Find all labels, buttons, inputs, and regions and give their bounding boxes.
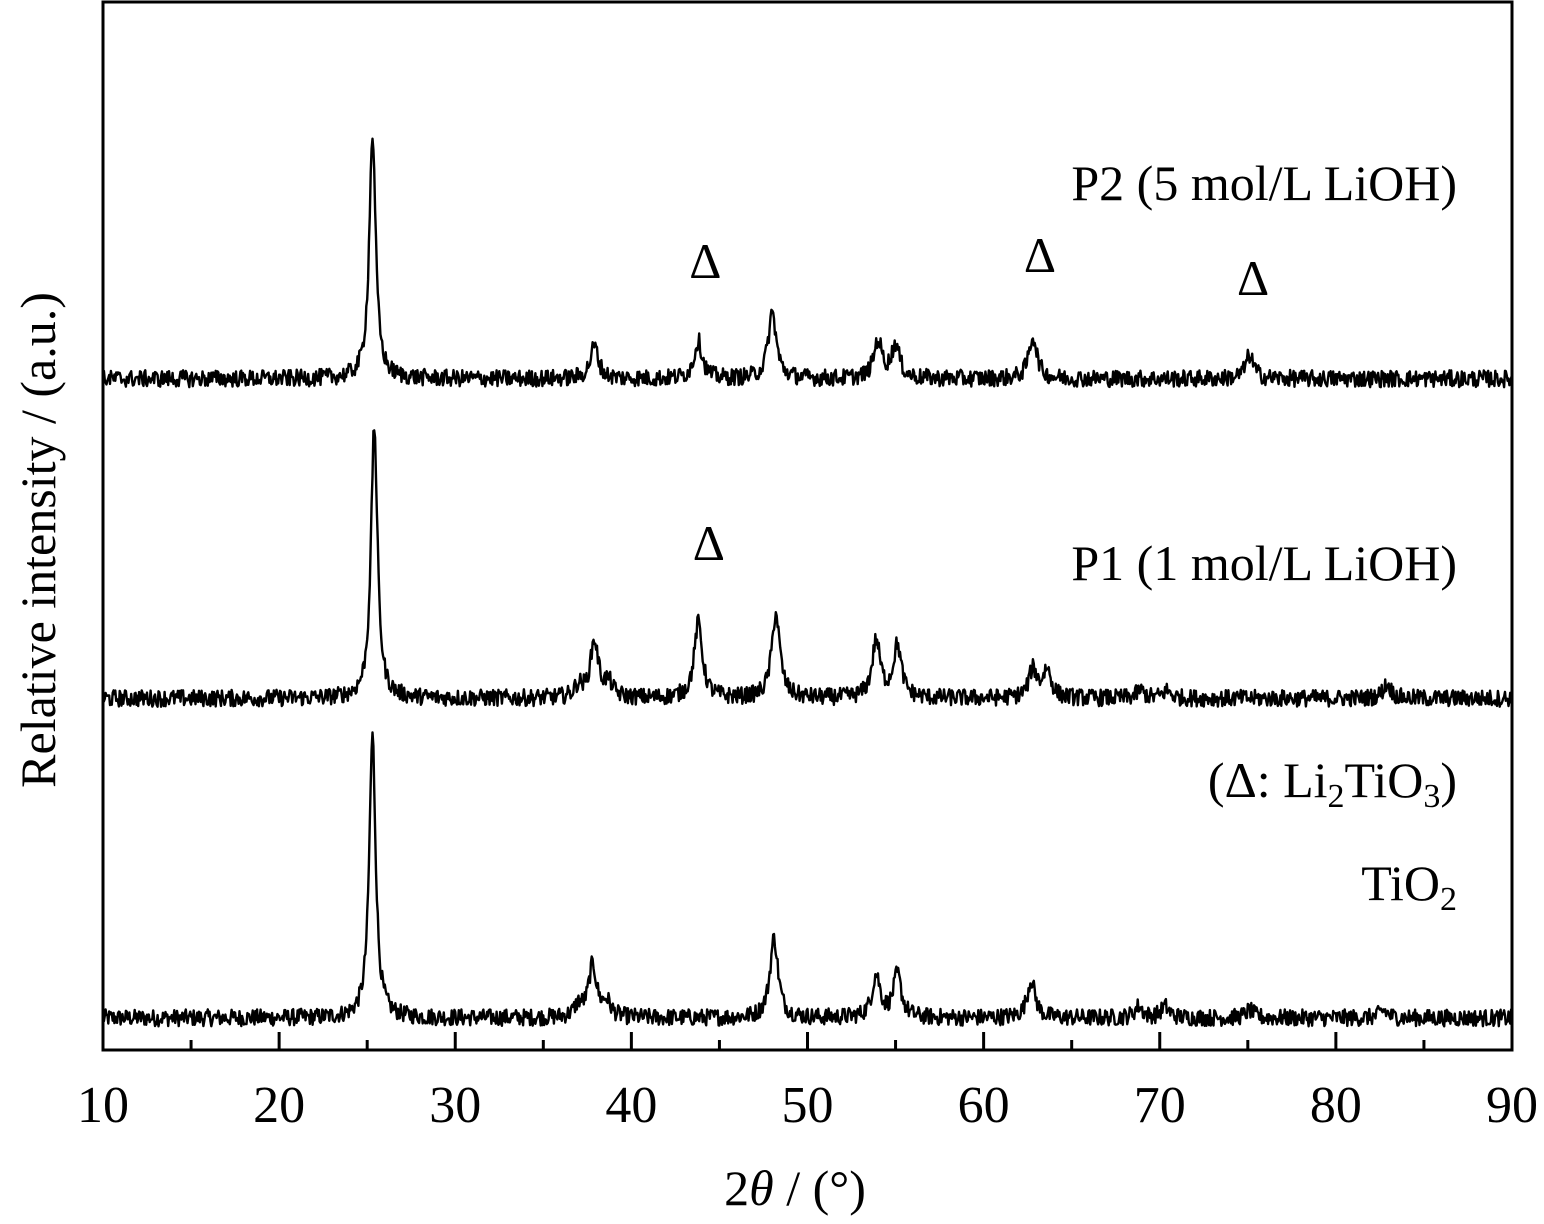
y-axis-label: Relative intensity / (a.u.) — [10, 292, 66, 788]
x-tick-label: 80 — [1310, 1077, 1362, 1134]
x-tick-label: 40 — [605, 1077, 657, 1134]
delta-marker: Δ — [693, 515, 725, 571]
series-line-tio2 — [101, 731, 1514, 1028]
x-axis-label-symbol: θ — [749, 1160, 774, 1216]
x-tick-label: 70 — [1134, 1077, 1186, 1134]
series-label-tio2: TiO2 — [1361, 855, 1457, 918]
x-tick-label: 90 — [1486, 1077, 1538, 1134]
x-axis-label-prefix: 2 — [724, 1160, 749, 1216]
x-tick-label: 30 — [429, 1077, 481, 1134]
series-label-p2: P2 (5 mol/L LiOH) — [1071, 155, 1457, 211]
x-tick-label: 20 — [253, 1077, 305, 1134]
x-axis-ticks — [101, 1032, 1514, 1050]
x-tick-label: 60 — [958, 1077, 1010, 1134]
series-labels: P2 (5 mol/L LiOH) P1 (1 mol/L LiOH) (Δ: … — [1071, 155, 1457, 918]
x-axis-tick-labels: 10 20 30 40 50 60 70 80 90 — [77, 1077, 1538, 1134]
delta-marker: Δ — [689, 233, 721, 289]
series-layer — [101, 137, 1514, 1028]
x-tick-label: 50 — [782, 1077, 834, 1134]
delta-marker: Δ — [1024, 227, 1056, 283]
legend-note: (Δ: Li2TiO3) — [1208, 752, 1457, 815]
x-axis-label: 2θ / (°) — [724, 1160, 866, 1216]
series-line-p1 — [101, 429, 1514, 708]
x-axis-label-suffix: / (°) — [774, 1160, 866, 1216]
li2tio3-markers: Δ Δ Δ Δ — [689, 227, 1269, 571]
delta-marker: Δ — [1237, 250, 1269, 306]
x-tick-label: 10 — [77, 1077, 129, 1134]
series-line-p2 — [101, 137, 1514, 389]
series-label-p1: P1 (1 mol/L LiOH) — [1071, 535, 1457, 591]
